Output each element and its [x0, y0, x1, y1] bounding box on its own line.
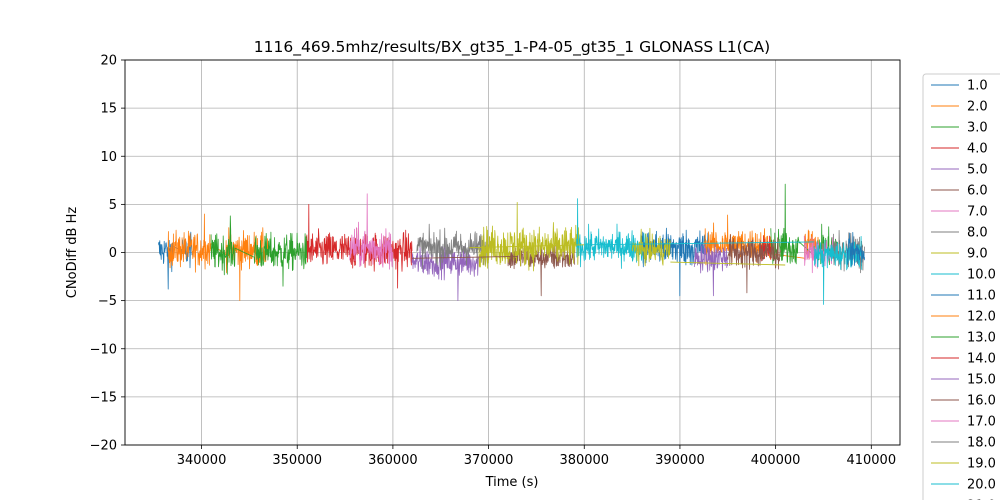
legend-label: 4.0: [967, 142, 988, 157]
x-tick-label: 370000: [464, 453, 514, 468]
series-line-7.0: [349, 193, 394, 270]
x-tick-label: 350000: [272, 453, 322, 468]
legend-label: 12.0: [967, 310, 996, 325]
legend-label: 3.0: [967, 121, 988, 136]
legend-label: 16.0: [967, 394, 996, 409]
legend-label: 18.0: [967, 436, 996, 451]
plot-area: [158, 183, 865, 305]
series-line-17.0: [803, 235, 834, 274]
legend-label: 7.0: [967, 205, 988, 220]
series-line-1.0: [158, 231, 193, 290]
y-tick-label: 10: [100, 150, 117, 165]
series-line-3.0: [210, 215, 308, 287]
legend-label: 9.0: [967, 247, 988, 262]
series-line-16.0: [727, 234, 781, 294]
y-tick-label: −10: [90, 342, 117, 357]
x-tick-label: 340000: [177, 453, 227, 468]
x-tick-label: 380000: [559, 453, 609, 468]
y-tick-label: 5: [109, 198, 117, 213]
legend-label: 5.0: [967, 163, 988, 178]
legend-box: [922, 73, 1000, 500]
x-axis-label: Time (s): [485, 475, 539, 490]
legend-label: 1.0: [967, 79, 988, 94]
legend-label: 20.0: [967, 478, 996, 493]
legend-label: 11.0: [967, 289, 996, 304]
legend-label: 14.0: [967, 352, 996, 367]
x-tick-label: 360000: [368, 453, 418, 468]
y-tick-label: 20: [100, 54, 117, 69]
trend-line: [584, 241, 814, 246]
series-line-8.0: [416, 223, 489, 270]
legend-label: 15.0: [967, 373, 996, 388]
axis-ticks: 340000 350000 360000 370000 380000 390000 4000…: [90, 54, 897, 469]
chart-title: 1116_469.5mhz/results/BX_gt35_1-P4-05_gt…: [254, 38, 770, 57]
legend-label: 8.0: [967, 226, 988, 241]
y-tick-label: 0: [109, 246, 117, 261]
y-axis-label: CNoDiff dB Hz: [65, 207, 80, 299]
series-line-19.0: [631, 227, 671, 267]
trend-line: [670, 261, 786, 266]
y-tick-label: 15: [100, 102, 117, 117]
series-line-15.0: [693, 242, 729, 297]
legend: 1.0 2.0 3.0 4.0 5.0 6.0 7.0 8.0 9.0 10.0 11.0 12.0 1…: [922, 73, 1000, 500]
legend-label: 21.0: [967, 499, 996, 500]
y-tick-label: −20: [90, 439, 117, 454]
legend-label: 19.0: [967, 457, 996, 472]
trend-line: [469, 244, 585, 249]
series-line-20.0: [813, 236, 863, 305]
trend-line: [411, 255, 518, 259]
series-line-9.0: [478, 202, 580, 272]
legend-label: 10.0: [967, 268, 996, 283]
legend-label: 2.0: [967, 100, 988, 115]
legend-label: 13.0: [967, 331, 996, 346]
legend-label: 6.0: [967, 184, 988, 199]
series-line-21.0: [847, 232, 865, 267]
x-tick-label: 400000: [751, 453, 801, 468]
series-line-10.0: [576, 198, 647, 269]
x-tick-label: 390000: [655, 453, 705, 468]
y-tick-label: −15: [90, 390, 117, 405]
legend-label: 17.0: [967, 415, 996, 430]
x-tick-label: 410000: [846, 453, 896, 468]
y-tick-label: −5: [98, 294, 117, 309]
